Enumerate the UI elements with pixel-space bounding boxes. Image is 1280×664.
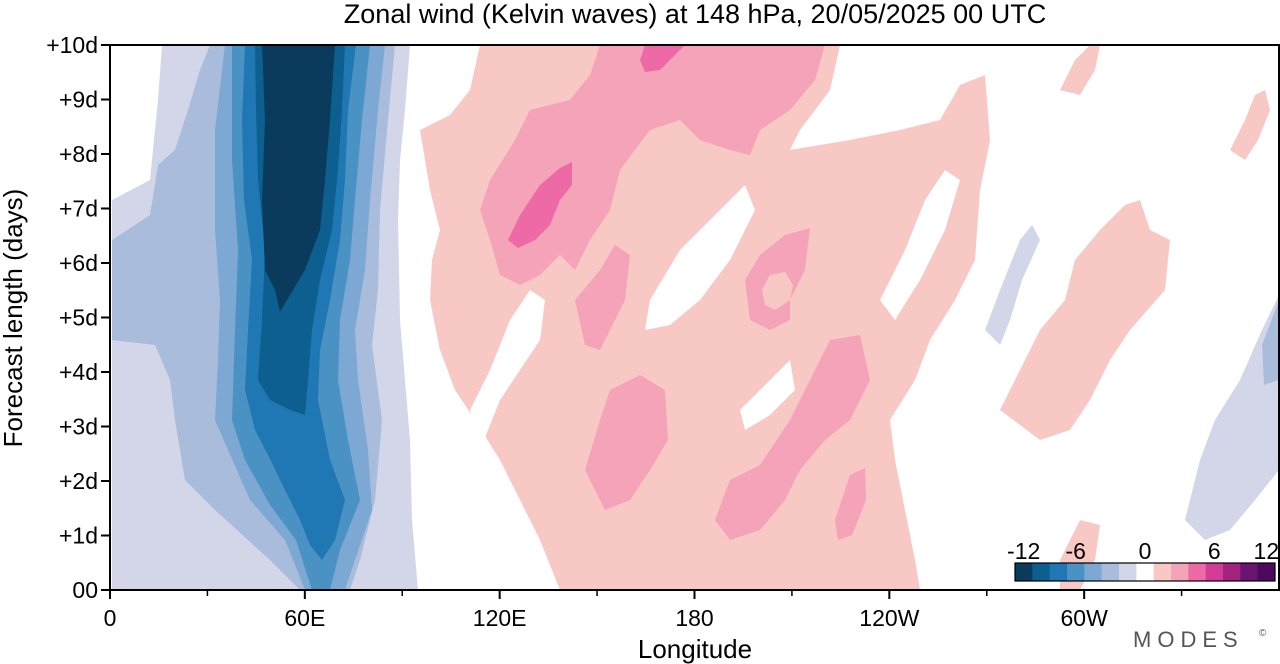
y-axis: 00 +1d +2d +3d +4d +5d +6d +7d +8d +9d +10d <box>46 32 110 603</box>
x-axis-label: Longitude <box>638 634 752 664</box>
y-tick-label: +7d <box>59 196 98 222</box>
colorbar-swatch <box>1067 563 1085 581</box>
colorbar-swatch <box>1136 563 1155 581</box>
x-tick-label: 120E <box>473 605 527 631</box>
contour-pos-4-center <box>585 375 668 510</box>
colorbar-swatch <box>1153 563 1172 581</box>
colorbar-label: -12 <box>1007 538 1040 564</box>
y-tick-label: +4d <box>59 359 98 385</box>
x-axis: 0 60E 120E 180 120W 60W <box>104 590 1183 631</box>
x-tick-label: 0 <box>104 605 117 631</box>
y-tick-label: +10d <box>46 32 98 58</box>
y-axis-label: Forecast length (days) <box>0 189 28 448</box>
contour-pos-2-east-small <box>1060 45 1100 95</box>
colorbar-label: 12 <box>1254 538 1280 564</box>
x-tick-label: 60E <box>284 605 325 631</box>
colorbar-swatch <box>1223 563 1241 581</box>
y-tick-label: +2d <box>59 468 98 494</box>
colorbar-swatch <box>1188 563 1207 581</box>
colorbar-label: 6 <box>1208 538 1221 564</box>
contour-pos-6-core <box>508 162 572 248</box>
contour-pos-4-small <box>835 468 866 540</box>
colorbar-label: 0 <box>1139 538 1152 564</box>
colorbar-swatch <box>1015 563 1033 581</box>
gap-white-2 <box>740 360 795 430</box>
colorbar-swatch <box>1084 563 1103 581</box>
y-tick-label: +3d <box>59 414 98 440</box>
wind-field <box>110 45 1279 590</box>
y-tick-label: +6d <box>59 250 98 276</box>
y-tick-label: +9d <box>59 87 98 113</box>
contour-pos-2-east <box>1000 200 1170 440</box>
y-tick-label: +8d <box>59 141 98 167</box>
x-tick-label: 120W <box>859 605 919 631</box>
colorbar-swatch <box>1240 563 1259 581</box>
contour-neg-14 <box>262 45 335 312</box>
colorbar-swatch <box>1171 563 1189 581</box>
contour-pos-4-diag <box>715 335 870 540</box>
colorbar-swatch <box>1119 563 1137 581</box>
gap-white-3 <box>470 290 545 450</box>
colorbar-swatch <box>1205 563 1224 581</box>
modes-logo: MODES <box>1133 627 1244 652</box>
contour-pos-6-north <box>640 45 685 72</box>
contour-pos-4-mid <box>575 245 630 350</box>
y-tick-label: +1d <box>59 523 98 549</box>
colorbar-label: -6 <box>1065 538 1085 564</box>
modes-logo-mark: © <box>1259 628 1267 639</box>
contour-neg-2-far-east <box>1185 295 1279 540</box>
gap-white-1 <box>645 185 755 330</box>
ring-inner <box>762 272 793 310</box>
contour-neg-4-far-east <box>1262 300 1279 385</box>
y-tick-label: +5d <box>59 305 98 331</box>
chart-title: Zonal wind (Kelvin waves) at 148 hPa, 20… <box>344 0 1046 29</box>
colorbar-swatch <box>1257 563 1276 581</box>
colorbar: -12 -6 0 6 12 <box>1007 538 1280 582</box>
contour-pos-2-far-east <box>1230 90 1270 160</box>
x-tick-label: 180 <box>675 605 713 631</box>
colorbar-swatch <box>1049 563 1068 581</box>
y-tick-label: 00 <box>72 577 98 603</box>
contour-pos-4-north <box>480 45 825 285</box>
gap-white-4 <box>880 170 960 320</box>
colorbar-swatch <box>1101 563 1120 581</box>
x-tick-label: 60W <box>1061 605 1109 631</box>
contour-neg-2-east <box>985 225 1040 345</box>
colorbar-frame <box>1014 562 1276 582</box>
colorbar-swatch <box>1032 563 1051 581</box>
